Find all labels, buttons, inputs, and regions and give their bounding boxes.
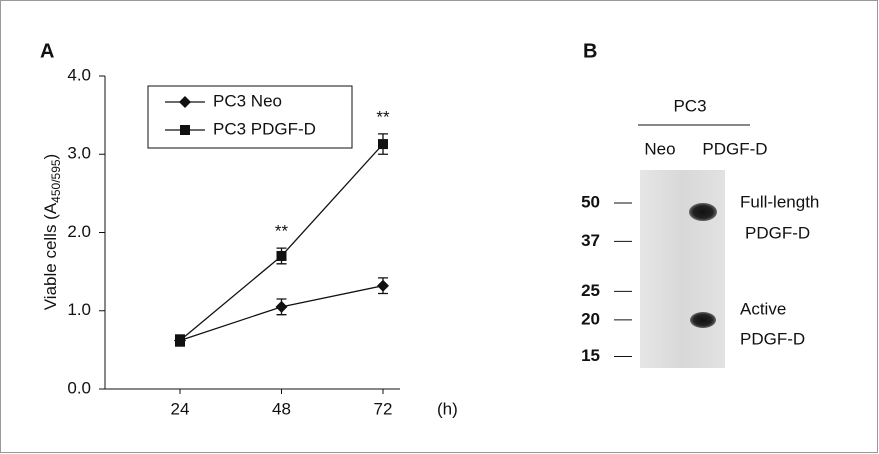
annotation: ** (376, 107, 390, 126)
y-tick-label: 2.0 (67, 222, 91, 241)
legend-label: PC3 Neo (213, 91, 282, 110)
band (689, 203, 717, 221)
cell-line: PC3 (673, 96, 706, 115)
lane-label: PDGF-D (702, 139, 767, 158)
membrane (640, 170, 725, 368)
band-label: Full-length (740, 192, 819, 211)
panel-label: A (40, 40, 54, 62)
lane-label: Neo (644, 139, 675, 158)
y-axis-label: Viable cells (A450/595) (41, 154, 63, 310)
y-tick-label: 0.0 (67, 378, 91, 397)
y-tick-label: 4.0 (67, 65, 91, 84)
marker-label: 25 (581, 281, 600, 300)
x-tick-label: 24 (171, 399, 190, 418)
annotation: ** (275, 222, 289, 241)
band-label: Active (740, 299, 786, 318)
marker-label: 50 (581, 192, 600, 211)
point (276, 301, 288, 313)
x-tick-label: 48 (272, 399, 291, 418)
legend-label: PC3 PDGF-D (213, 119, 316, 138)
point (377, 280, 389, 292)
band-label: PDGF-D (745, 223, 810, 242)
y-label-text: Viable cells (A (41, 202, 60, 310)
y-label-subscript: 450/595 (49, 159, 63, 203)
point (175, 335, 185, 345)
marker-label: 20 (581, 309, 600, 328)
band (690, 312, 716, 328)
point (378, 139, 388, 149)
marker-label: 15 (581, 346, 600, 365)
point (277, 251, 287, 261)
panel-label: B (583, 40, 597, 62)
point (180, 125, 190, 135)
y-label-text: ) (41, 154, 60, 160)
y-tick-label: 3.0 (67, 144, 91, 163)
x-tick-label: 72 (374, 399, 393, 418)
y-tick-label: 1.0 (67, 300, 91, 319)
figure: A Viable cells (A450/595) (h) B PC3 Neo … (0, 0, 879, 454)
x-axis-label: (h) (437, 399, 458, 418)
band-label: PDGF-D (740, 329, 805, 348)
marker-label: 37 (581, 231, 600, 250)
